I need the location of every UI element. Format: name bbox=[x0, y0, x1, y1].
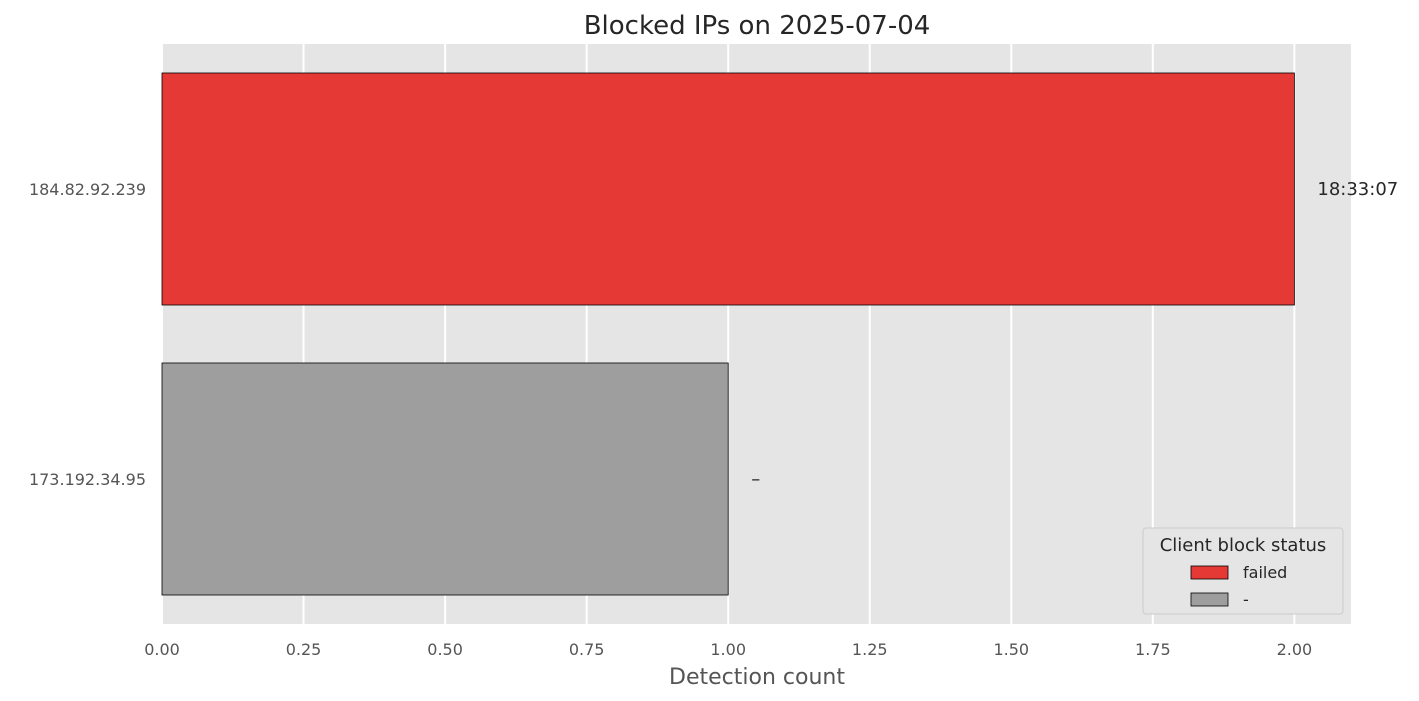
x-tick-label: 1.50 bbox=[993, 640, 1029, 659]
x-tick-label: 1.00 bbox=[710, 640, 746, 659]
x-tick-label: 1.75 bbox=[1135, 640, 1171, 659]
bar bbox=[161, 72, 1295, 306]
legend-swatch bbox=[1190, 592, 1229, 607]
x-tick-label: 0.00 bbox=[144, 640, 180, 659]
x-tick-label: 2.00 bbox=[1277, 640, 1313, 659]
bars bbox=[161, 72, 1295, 596]
x-tick-labels: 0.00 0.25 0.50 0.75 1.00 1.25 1.50 1.75 2.00 bbox=[144, 640, 1312, 659]
chart-title: Blocked IPs on 2025-07-04 bbox=[584, 11, 931, 41]
x-tick-label: 1.25 bbox=[852, 640, 888, 659]
bar-value-label: – bbox=[751, 469, 760, 490]
y-tick-label: 184.82.92.239 bbox=[29, 180, 146, 199]
bar-value-label: 18:33:07 bbox=[1317, 179, 1398, 200]
legend: Client block status failed - bbox=[1142, 527, 1344, 615]
x-tick-label: 0.75 bbox=[569, 640, 605, 659]
x-tick-label: 0.25 bbox=[286, 640, 322, 659]
x-axis-label: Detection count bbox=[669, 665, 845, 690]
legend-box bbox=[1142, 527, 1344, 615]
legend-label: - bbox=[1243, 590, 1249, 609]
bar bbox=[161, 362, 729, 596]
bar-labels: 18:33:07 – bbox=[751, 179, 1398, 490]
legend-label: failed bbox=[1243, 563, 1287, 582]
y-tick-labels: 184.82.92.239 173.192.34.95 bbox=[29, 180, 146, 489]
legend-title: Client block status bbox=[1160, 535, 1327, 556]
x-tick-label: 0.50 bbox=[427, 640, 463, 659]
legend-swatch bbox=[1190, 565, 1229, 580]
y-tick-label: 173.192.34.95 bbox=[29, 470, 146, 489]
